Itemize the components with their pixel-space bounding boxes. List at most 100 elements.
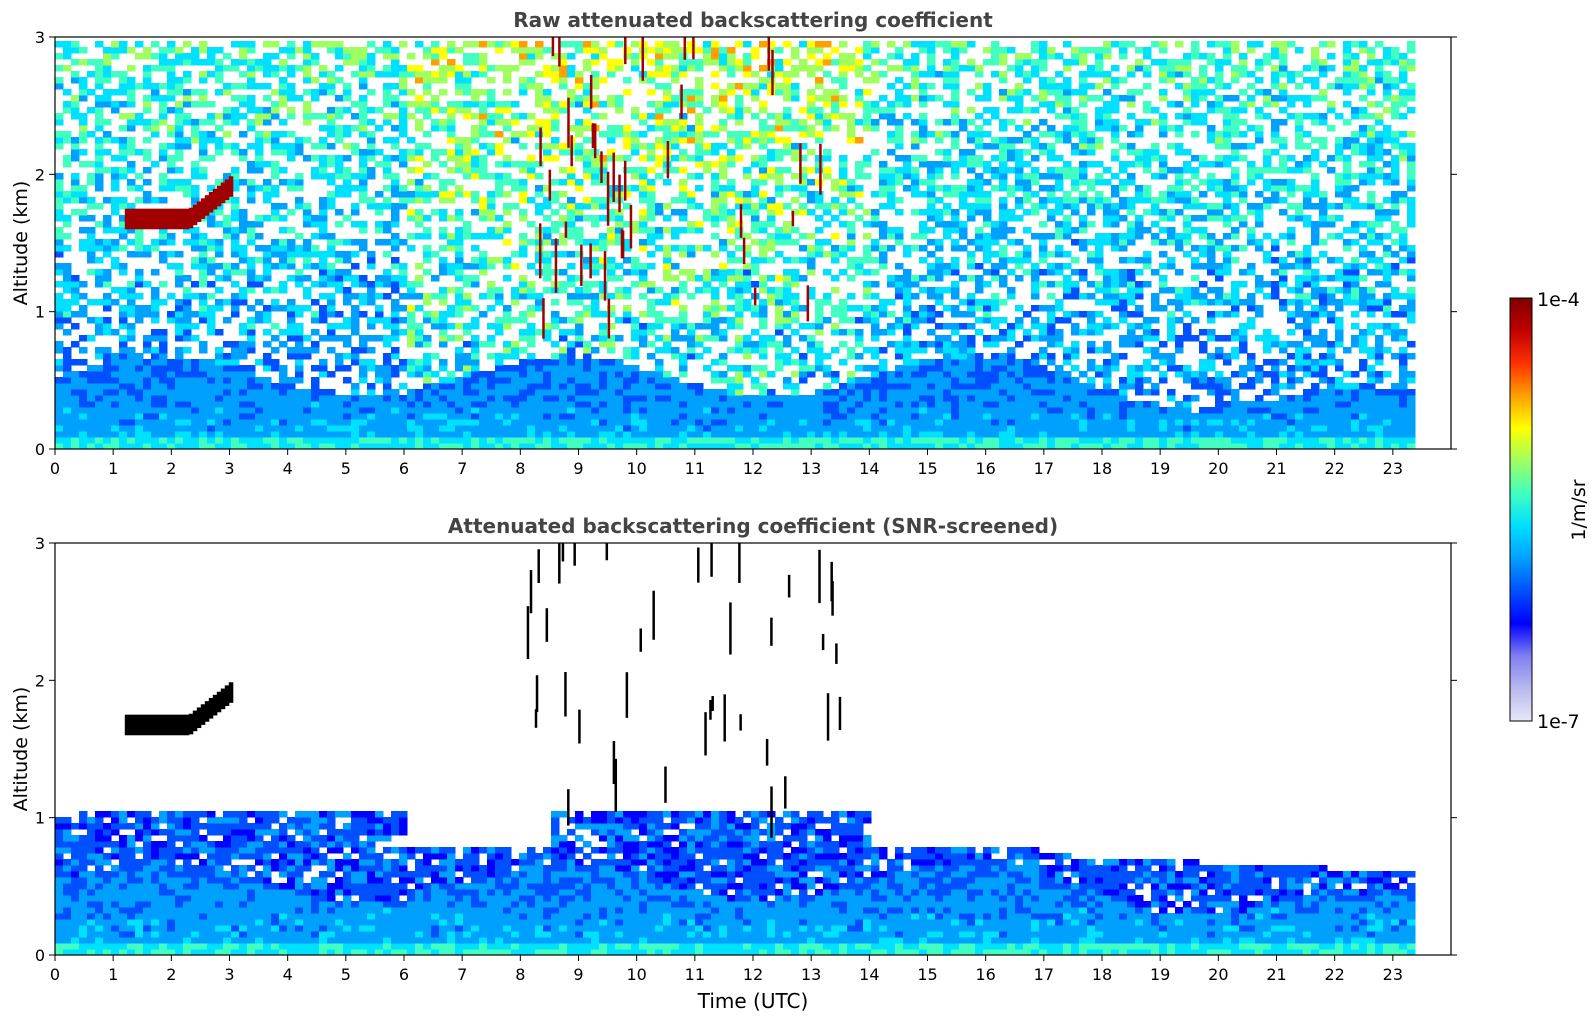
heatmap-cell: [383, 431, 392, 438]
heatmap-cell: [279, 257, 288, 264]
heatmap-cell: [431, 431, 440, 438]
heatmap-cell: [783, 359, 792, 366]
heatmap-cell: [231, 401, 240, 408]
heatmap-cell: [279, 89, 288, 96]
heatmap-cell: [695, 185, 704, 192]
heatmap-cell: [959, 431, 968, 438]
heatmap-cell: [695, 389, 704, 396]
heatmap-cell: [599, 53, 608, 60]
heatmap-cell: [783, 71, 792, 78]
heatmap-cell: [807, 293, 816, 300]
heatmap-cell: [751, 329, 760, 336]
heatmap-cell: [247, 383, 256, 390]
heatmap-cell: [607, 323, 616, 330]
heatmap-cell: [711, 185, 720, 192]
heatmap-cell: [367, 251, 376, 258]
heatmap-cell: [95, 95, 104, 102]
heatmap-cell: [343, 443, 352, 449]
heatmap-cell: [391, 137, 400, 144]
heatmap-cell: [463, 401, 472, 408]
heatmap-cell: [167, 263, 176, 270]
heatmap-cell: [631, 335, 640, 342]
heatmap-cell: [311, 221, 320, 228]
heatmap-cell: [927, 419, 936, 426]
heatmap-cell: [911, 167, 920, 174]
heatmap-cell: [63, 425, 72, 432]
heatmap-cell: [743, 395, 752, 402]
heatmap-cell: [639, 239, 648, 246]
heatmap-cell: [271, 335, 280, 342]
heatmap-cell: [551, 209, 560, 216]
heatmap-cell: [271, 305, 280, 312]
heatmap-cell: [415, 149, 424, 156]
heatmap-cell: [631, 113, 640, 120]
heatmap-cell: [719, 101, 728, 108]
heatmap-cell: [263, 365, 272, 372]
heatmap-cell: [823, 89, 832, 96]
heatmap-cell: [935, 239, 944, 246]
heatmap-cell: [479, 167, 488, 174]
heatmap-cell: [535, 389, 544, 396]
heatmap-cell: [543, 419, 552, 426]
heatmap-cell: [855, 329, 864, 336]
heatmap-cell: [895, 275, 904, 282]
heatmap-cell: [743, 203, 752, 210]
heatmap-cell: [63, 269, 72, 276]
heatmap-cell: [815, 305, 824, 312]
heatmap-cell: [447, 71, 456, 78]
heatmap-cell: [415, 77, 424, 84]
heatmap-cell: [863, 347, 872, 354]
heatmap-cell: [527, 239, 536, 246]
heatmap-cell: [823, 437, 832, 444]
heatmap-cell: [495, 107, 504, 114]
heatmap-cell: [855, 377, 864, 384]
heatmap-cell: [311, 251, 320, 258]
heatmap-cell: [447, 335, 456, 342]
heatmap-cell: [95, 431, 104, 438]
heatmap-cell: [175, 419, 184, 426]
heatmap-cell: [887, 419, 896, 426]
heatmap-cell: [439, 359, 448, 366]
heatmap-cell: [655, 335, 664, 342]
heatmap-cell: [967, 263, 976, 270]
heatmap-cell: [679, 365, 688, 372]
heatmap-cell: [407, 401, 416, 408]
heatmap-cell: [855, 185, 864, 192]
heatmap-cell: [663, 119, 672, 126]
heatmap-cell: [279, 329, 288, 336]
heatmap-cell: [119, 233, 128, 240]
heatmap-cell: [191, 257, 200, 264]
heatmap-cell: [623, 413, 632, 420]
heatmap-cell: [247, 167, 256, 174]
heatmap-cell: [615, 95, 624, 102]
heatmap-cell: [847, 293, 856, 300]
heatmap-cell: [535, 431, 544, 438]
heatmap-cell: [519, 191, 528, 198]
heatmap-cell: [343, 365, 352, 372]
heatmap-cell: [567, 221, 576, 228]
heatmap-cell: [615, 239, 624, 246]
heatmap-cell: [63, 317, 72, 324]
heatmap-cell: [679, 431, 688, 438]
heatmap-cell: [575, 287, 584, 294]
heatmap-cell: [423, 437, 432, 444]
heatmap-cell: [487, 149, 496, 156]
heatmap-cell: [135, 227, 144, 234]
heatmap-cell: [927, 383, 936, 390]
heatmap-cell: [247, 269, 256, 276]
heatmap-cell: [279, 419, 288, 426]
heatmap-cell: [639, 431, 648, 438]
heatmap-cell: [527, 377, 536, 384]
heatmap-cell: [607, 425, 616, 432]
heatmap-cell: [927, 209, 936, 216]
heatmap-cell: [127, 413, 136, 420]
heatmap-cell: [415, 293, 424, 300]
heatmap-cell: [831, 305, 840, 312]
heatmap-cell: [375, 365, 384, 372]
heatmap-cell: [671, 383, 680, 390]
heatmap-cell: [935, 41, 944, 48]
heatmap-cell: [263, 41, 272, 48]
heatmap-cell: [719, 371, 728, 378]
heatmap-cell: [559, 377, 568, 384]
heatmap-cell: [383, 83, 392, 90]
